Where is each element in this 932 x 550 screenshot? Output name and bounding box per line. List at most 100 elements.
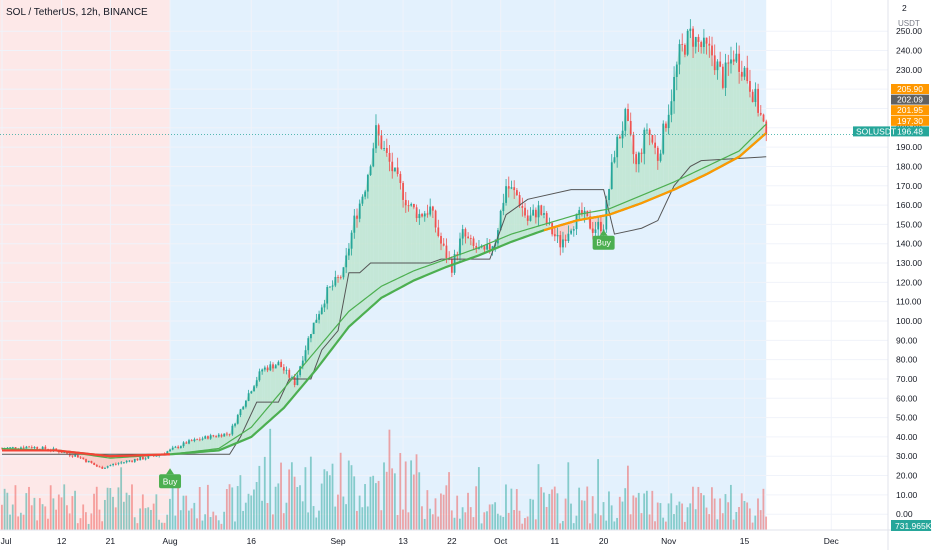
volume-bar (206, 484, 209, 530)
volume-bar (93, 493, 95, 530)
cloud-segment (213, 436, 217, 451)
candle-body (90, 460, 93, 464)
candle-body (182, 442, 185, 447)
cloud-segment (273, 365, 276, 418)
volume-bar (440, 493, 442, 530)
volume-bar (47, 518, 49, 530)
candle-body (253, 386, 255, 392)
volume-bar (521, 523, 524, 530)
cloud-segment (262, 367, 265, 428)
volume-bar (9, 514, 11, 530)
candle-body (469, 238, 472, 239)
candle-body (223, 433, 226, 437)
volume-bar (423, 518, 426, 530)
volume-bar (331, 463, 334, 530)
volume-bar (60, 497, 63, 530)
volume-bar (578, 487, 581, 530)
volume-bar (683, 521, 686, 530)
volume-bar (234, 521, 236, 530)
volume-bar (169, 498, 171, 530)
volume-bar (510, 488, 513, 530)
y-tick-label: 170.00 (896, 181, 922, 191)
candle-body (236, 415, 239, 424)
cloud-segment (733, 53, 737, 160)
candle-body (377, 125, 380, 136)
cloud-segment (199, 438, 203, 452)
cloud-segment (755, 88, 759, 143)
y-tick-label: 50.00 (896, 413, 918, 423)
volume-bar (318, 510, 320, 530)
volume-bar (364, 484, 366, 530)
candle-body (331, 285, 334, 287)
cloud-segment (476, 247, 479, 257)
price-tag-box (891, 105, 929, 116)
candle-body (9, 447, 12, 449)
volume-bar (551, 489, 553, 530)
volume-bar (22, 514, 25, 530)
candle-body (261, 369, 264, 372)
candle-body (30, 447, 33, 448)
y-tick-label: 240.00 (896, 46, 922, 56)
candle-body (372, 148, 375, 167)
candle-body (255, 380, 258, 387)
cloud-segment (400, 183, 404, 288)
candle-body (616, 136, 619, 158)
candle-body (556, 235, 559, 237)
cloud-segment (275, 361, 279, 416)
volume-bar (193, 502, 196, 530)
volume-bar (673, 514, 675, 530)
volume-bar (49, 485, 52, 530)
cloud-segment (373, 125, 376, 306)
y-tick-label: 190.00 (896, 142, 922, 152)
volume-bar (285, 502, 288, 530)
candle-body (318, 314, 320, 320)
candle-body (581, 210, 583, 215)
candle-body (179, 446, 182, 448)
volume-bar (383, 462, 385, 530)
volume-bar (209, 517, 212, 530)
volume-bar (187, 510, 190, 530)
volume-bar (570, 503, 572, 530)
candle-body (572, 229, 575, 231)
volume-bar (458, 518, 461, 530)
volume-bar (480, 523, 483, 530)
volume-bar (765, 516, 768, 530)
candle-body (198, 439, 201, 441)
cloud-segment (386, 152, 390, 295)
candle-body (684, 44, 686, 55)
candle-body (185, 442, 188, 444)
cloud-segment (283, 369, 287, 408)
cloud-segment (649, 135, 653, 200)
cloud-segment (706, 43, 710, 175)
candle-body (754, 88, 757, 102)
candle-body (266, 367, 269, 371)
price-tag-1: 202.09 (891, 94, 929, 105)
volume-bar (131, 484, 133, 530)
volume-bar (247, 493, 250, 530)
candle-body (388, 152, 391, 162)
volume-bar (415, 454, 418, 530)
candle-body (757, 88, 759, 113)
candle-body (320, 307, 323, 315)
cloud-segment (728, 59, 731, 163)
cloud-segment (392, 167, 395, 293)
y-tick-label: 90.00 (896, 335, 918, 345)
volume-bar (591, 496, 594, 530)
candle-body (383, 148, 386, 149)
candle-body (109, 465, 112, 467)
volume-bar (290, 462, 293, 530)
y-tick-label: 150.00 (896, 219, 922, 229)
candle-body (589, 216, 591, 229)
volume-bar (320, 483, 323, 530)
cloud-segment (405, 205, 409, 285)
volume-bar (71, 496, 74, 530)
candle-body (486, 244, 488, 250)
cloud-segment (739, 71, 742, 157)
volume-bar (90, 513, 93, 530)
volume-bar (548, 493, 551, 530)
candle-body (678, 44, 681, 65)
volume-bar (307, 512, 310, 530)
candle-body (429, 206, 432, 215)
volume-bar (323, 469, 326, 530)
